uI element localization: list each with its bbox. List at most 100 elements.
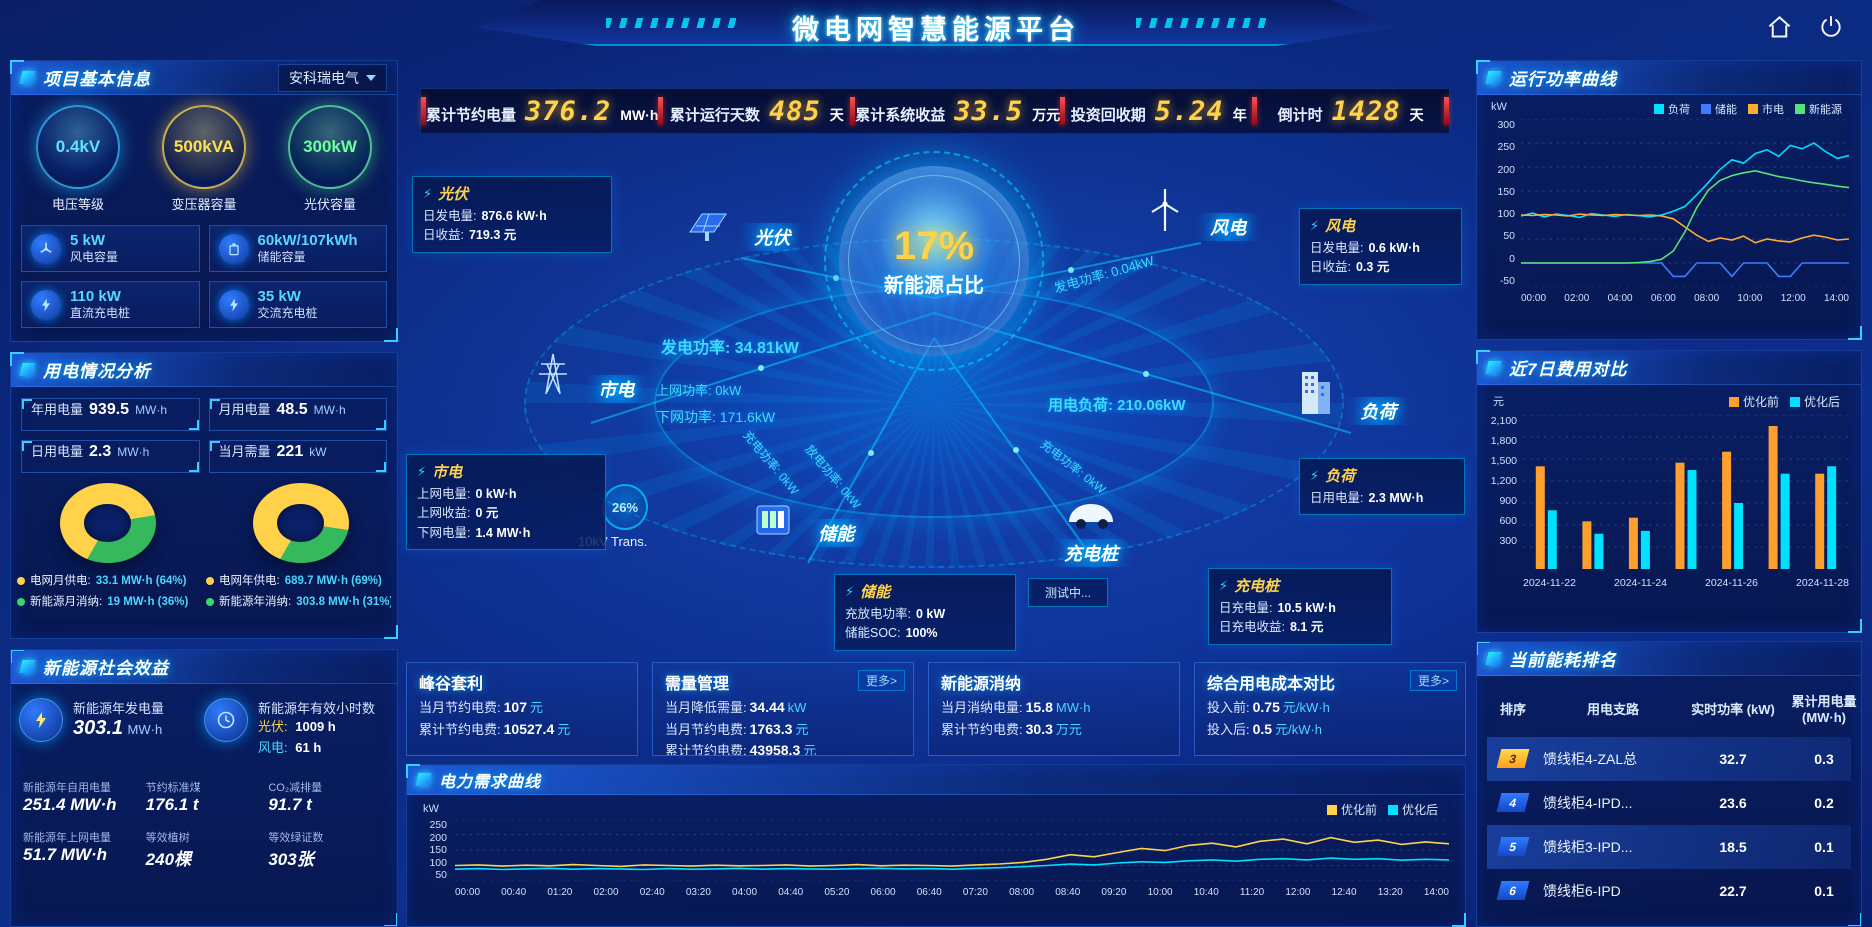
cell-value: 240棵 [145, 849, 192, 869]
stat-label: 投资回收期 [1070, 106, 1146, 124]
red-divider [850, 97, 856, 125]
wind-turbine-icon [1151, 189, 1179, 231]
x-axis-ticks: 00:00 00:40 01:20 02:00 02:40 03:20 04:00 04:40… [455, 887, 1449, 898]
power-icon[interactable] [1816, 12, 1846, 42]
table-row[interactable]: 6 馈线柜6-IPD 22.7 0.1 [1487, 869, 1851, 913]
chart-legend[interactable]: 优化前 优化后 [1326, 801, 1449, 818]
table-row[interactable]: 5 馈线柜3-IPD... 18.5 0.1 [1487, 824, 1851, 869]
header-decoration-right [1136, 18, 1266, 28]
cell-label: 等效植树 [145, 831, 190, 844]
table-row[interactable]: 3 馈线柜4-ZAL总 32.7 0.3 [1487, 736, 1851, 781]
legend-year: 电网年供电: 689.7 MW·h (69%) 新能源年消纳: 303.8 MW… [206, 571, 391, 612]
row-unit: 元 [803, 743, 817, 756]
stat-unit: MW·h [127, 722, 163, 737]
chart-legend[interactable]: 负荷 储能 市电 新能源 [1654, 101, 1853, 117]
stat-unit: 万元 [1032, 106, 1061, 123]
page-title: 微电网智慧能源平台 [792, 15, 1080, 45]
node-load[interactable]: 负荷 [1284, 368, 1414, 425]
pad-transformer-capacity: 500kVA 变压器容量 [145, 105, 263, 213]
panel-header: 电力需求曲线 [407, 765, 1465, 795]
y-axis-ticks: 300 250 200 150 100 50 0 -50 [1497, 119, 1515, 287]
legend-month: 电网月供电: 33.1 MW·h (64%) 新能源月消纳: 19 MW·h (… [17, 571, 202, 612]
x-axis-ticks: 00:00 02:00 04:00 06:00 08:00 10:00 12:00 14:00 [1521, 293, 1849, 304]
bolt-icon: ⚡ [845, 583, 855, 599]
cell-label: 新能源年自用电量 [23, 781, 111, 794]
node-charger[interactable]: 充电桩 [1026, 494, 1156, 567]
row-label: 日充电收益: [1219, 620, 1285, 635]
row-unit: 元 [529, 700, 543, 715]
more-button[interactable]: 更多> [1409, 670, 1457, 691]
panel-project-info: 项目基本信息 安科瑞电气 0.4kV 电压等级 500kVA 变压器容量 [10, 60, 398, 342]
panel-flag-icon [1485, 361, 1502, 374]
y-axis-unit: kW [423, 803, 439, 815]
pv-key: 光伏: [258, 719, 288, 734]
red-divider [1252, 97, 1258, 125]
stat-label: 累计节约电量 [426, 106, 517, 124]
panel-title: 电力需求曲线 [439, 773, 542, 791]
stat-month-usage: 月用电量 48.5 MW·h [208, 398, 387, 431]
chevron-down-icon [366, 74, 376, 81]
legend-value: 19 MW·h (36%) [107, 595, 189, 608]
col-branch: 用电支路 [1586, 702, 1639, 718]
company-select[interactable]: 安科瑞电气 [278, 63, 387, 92]
stat-label: 日用电量 [31, 444, 84, 459]
pv-hours: 光伏: 1009 h [258, 717, 375, 738]
row-label: 上网电量: [417, 487, 471, 501]
panel-title: 当前能耗排名 [1509, 651, 1617, 670]
panel-flag-icon [19, 71, 36, 84]
branch-name: 馈线柜6-IPD [1543, 882, 1621, 899]
info-title: 光伏 [438, 186, 469, 203]
info-title: 充电桩 [1234, 578, 1280, 595]
home-icon[interactable] [1764, 12, 1794, 42]
stat-row: 累计节约电费: 10527.4 元 [419, 719, 625, 741]
stat-running-days: 累计运行天数 485 天 [663, 96, 850, 127]
pv-hours-value: 1009 h [295, 719, 336, 734]
row-label: 日充电量: [1219, 601, 1273, 615]
chart-legend[interactable]: 优化前 优化后 [1728, 393, 1851, 410]
lightning-icon [19, 698, 63, 742]
stat-day-usage: 日用电量 2.3 MW·h [21, 440, 200, 473]
stat-annual-generation: 新能源年发电量 303.1 MW·h [19, 698, 204, 759]
info-row: 上网电量: 0 kW·h [417, 485, 595, 504]
legend-value: 689.7 MW·h (69%) [284, 575, 382, 587]
node-grid[interactable]: 市电 [522, 348, 652, 403]
node-wind[interactable]: 风电 [1134, 184, 1264, 241]
table-row[interactable]: 4 馈线柜4-IPD... 23.6 0.2 [1487, 781, 1851, 825]
glow-disc: 300kW [288, 105, 372, 189]
stat-label: 直流充电桩 [70, 306, 131, 321]
donut-month-supply [59, 483, 156, 563]
info-title: 储能 [860, 584, 891, 601]
power-line-chart [1521, 119, 1849, 287]
node-pv[interactable]: 光伏 [678, 206, 808, 251]
cell-label: 等效绿证数 [268, 831, 324, 844]
row-label: 充放电功率: [845, 607, 911, 621]
row-label: 日发电量: [423, 209, 477, 223]
branch-name: 馈线柜4-IPD... [1543, 794, 1633, 811]
panel-title: 近7日费用对比 [1509, 360, 1628, 379]
dc-charger-icon [31, 289, 61, 320]
panel-power-curve: 运行功率曲线 kW 负荷 储能 市电 新能源 300 250 200 150 100 50 0 -5… [1476, 60, 1862, 340]
pad-label: 电压等级 [51, 197, 104, 212]
panel-header: 项目基本信息 安科瑞电气 [11, 61, 397, 95]
more-button[interactable]: 更多> [857, 670, 905, 691]
row-label: 下网电量: [417, 525, 471, 540]
red-divider [421, 97, 426, 125]
table-header: 排序 用电支路 实时功率 (kW) 累计用电量 (MW·h) [1487, 690, 1857, 737]
rank-badge: 3 [1496, 749, 1530, 768]
stat-unit: 年 [1232, 106, 1247, 123]
stat-row: 投入前: 0.75 元/kW·h [1207, 697, 1453, 719]
col-rank: 排序 [1499, 702, 1526, 718]
ranking-table: 排序 用电支路 实时功率 (kW) 累计用电量 (MW·h) 3 馈线柜4-ZA… [1477, 676, 1861, 913]
panel-demand-management: 需量管理 更多> 当月降低需量: 34.44 kW 当月节约电费: 1763.3 元 累… [652, 662, 914, 756]
legend-label: 电网月供电: [30, 575, 91, 587]
wind-hours-value: 61 h [295, 739, 322, 755]
realtime-power: 23.6 [1719, 794, 1747, 811]
panel-demand-curve: 电力需求曲线 优化前 优化后 kW 250 200 150 100 50 00:00 00:… [406, 764, 1466, 927]
stat-label: 倒计时 [1277, 106, 1323, 124]
legend-dot-yellow [206, 577, 214, 586]
info-row: 日收益: 719.3 元 [423, 226, 601, 245]
col-power: 实时功率 (kW) [1691, 702, 1775, 718]
node-storage[interactable]: 储能 [742, 498, 872, 547]
node-label: 充电桩 [1050, 539, 1132, 567]
row-value: 0.6 kW·h [1368, 241, 1420, 255]
